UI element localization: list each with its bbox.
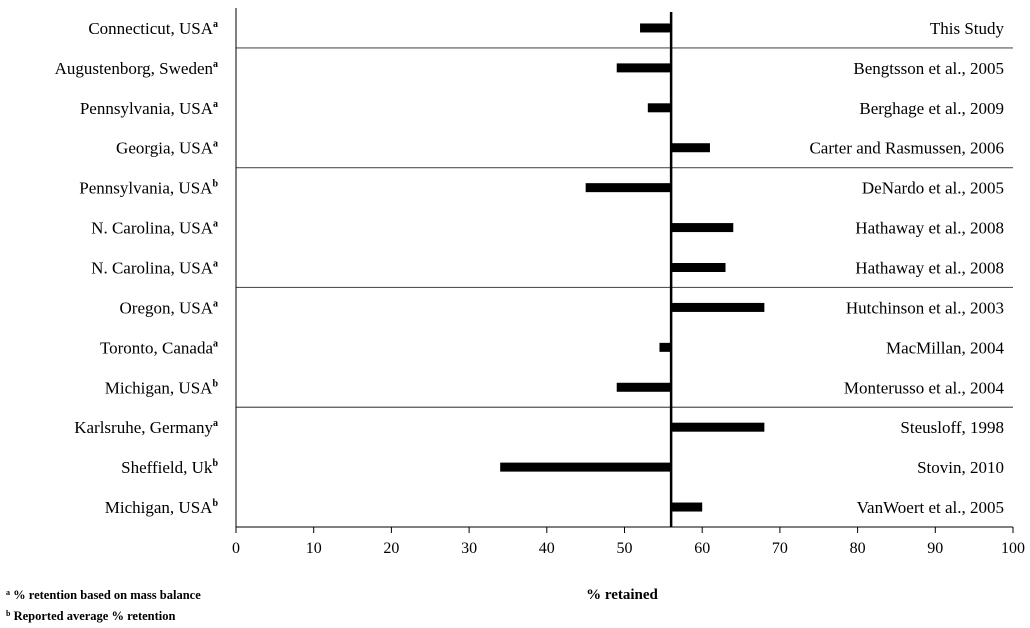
location-note-marker: b <box>212 378 218 389</box>
location-note-marker: a <box>213 19 218 30</box>
study-label: Berghage et al., 2009 <box>859 99 1004 118</box>
location-label: Oregon, USAa <box>120 298 219 317</box>
study-label: Stovin, 2010 <box>917 458 1004 477</box>
location-note-marker: b <box>212 458 218 469</box>
location-text: Augustenborg, Sweden <box>55 59 214 78</box>
x-tick-label: 50 <box>617 540 633 557</box>
x-tick-label: 0 <box>232 540 240 557</box>
bar <box>640 23 672 33</box>
location-text: Pennsylvania, USA <box>80 99 214 118</box>
location-note-marker: a <box>213 418 218 429</box>
bar <box>671 502 703 512</box>
location-text: Michigan, USA <box>105 378 213 397</box>
study-label: This Study <box>930 19 1005 38</box>
location-text: Pennsylvania, USA <box>79 179 213 198</box>
footnote-a: a % retention based on mass balance <box>6 588 201 603</box>
location-text: Georgia, USA <box>116 139 214 158</box>
study-label: DeNardo et al., 2005 <box>862 179 1004 198</box>
footnote-b-text: Reported average % retention <box>13 609 176 623</box>
bar <box>671 422 765 432</box>
location-note-marker: a <box>213 219 218 230</box>
x-tick-label: 80 <box>850 540 866 557</box>
x-tick-label: 40 <box>539 540 555 557</box>
study-label: Hathaway et al., 2008 <box>855 219 1004 238</box>
location-label: Sheffield, Ukb <box>121 458 218 477</box>
location-text: Oregon, USA <box>120 298 214 317</box>
footnote-a-marker: a <box>6 588 10 597</box>
x-tick-label: 70 <box>772 540 788 557</box>
x-tick-label: 100 <box>1001 540 1025 557</box>
study-label: Hathaway et al., 2008 <box>855 259 1004 278</box>
footnote-a-text: % retention based on mass balance <box>13 588 201 602</box>
x-tick-label: 20 <box>383 540 399 557</box>
study-label: Monterusso et al., 2004 <box>844 378 1005 397</box>
bar <box>647 103 672 113</box>
location-text: N. Carolina, USA <box>91 259 214 278</box>
location-label: Michigan, USAb <box>105 498 219 517</box>
location-note-marker: a <box>213 59 218 70</box>
location-label: Connecticut, USAa <box>88 19 218 38</box>
location-label: Michigan, USAb <box>105 378 219 397</box>
bar <box>616 63 672 73</box>
footnote-b-marker: b <box>6 609 11 618</box>
location-note-marker: b <box>212 498 218 509</box>
bar <box>671 143 710 153</box>
location-note-marker: a <box>213 298 218 309</box>
location-label: Toronto, Canadaa <box>100 338 218 357</box>
location-text: Toronto, Canada <box>100 338 214 357</box>
location-note-marker: a <box>213 338 218 349</box>
x-tick-label: 30 <box>461 540 477 557</box>
study-label: Carter and Rasmussen, 2006 <box>809 139 1004 158</box>
x-tick-label: 10 <box>306 540 322 557</box>
bar <box>500 462 672 472</box>
location-note-marker: a <box>213 139 218 150</box>
x-tick-label: 60 <box>694 540 710 557</box>
x-axis-label: % retained <box>586 587 658 603</box>
bar <box>616 382 672 392</box>
location-note-marker: b <box>212 179 218 190</box>
study-label: Steusloff, 1998 <box>900 418 1004 437</box>
location-text: Michigan, USA <box>105 498 213 517</box>
location-note-marker: a <box>213 99 218 110</box>
bar <box>671 223 734 233</box>
location-label: Pennsylvania, USAa <box>80 99 218 118</box>
footnote-b: b Reported average % retention <box>6 609 175 624</box>
location-text: N. Carolina, USA <box>91 219 214 238</box>
bar <box>671 302 765 312</box>
location-label: Karlsruhe, Germanya <box>74 418 218 437</box>
bar <box>659 342 672 352</box>
location-label: Pennsylvania, USAb <box>79 179 218 198</box>
location-note-marker: a <box>213 259 218 270</box>
study-label: Bengtsson et al., 2005 <box>853 59 1004 78</box>
study-label: VanWoert et al., 2005 <box>857 498 1004 517</box>
study-label: MacMillan, 2004 <box>886 338 1005 357</box>
location-label: Augustenborg, Swedena <box>55 59 218 78</box>
bar <box>671 263 726 272</box>
bar <box>585 183 672 193</box>
location-text: Connecticut, USA <box>88 19 213 38</box>
location-label: Georgia, USAa <box>116 139 218 158</box>
location-text: Karlsruhe, Germany <box>74 418 213 437</box>
location-label: N. Carolina, USAa <box>91 259 218 278</box>
location-label: N. Carolina, USAa <box>91 219 218 238</box>
location-text: Sheffield, Uk <box>121 458 213 477</box>
x-tick-label: 90 <box>927 540 943 557</box>
study-label: Hutchinson et al., 2003 <box>846 298 1004 317</box>
